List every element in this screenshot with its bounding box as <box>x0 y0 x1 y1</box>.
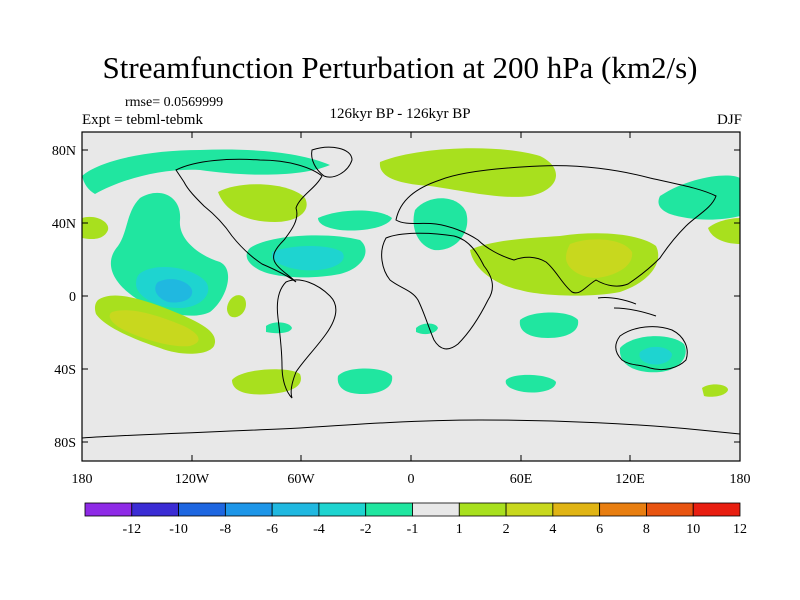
contour-neg-mediterranean <box>413 198 468 251</box>
contour-neg-pacific-core <box>155 279 193 303</box>
coast-greenland <box>311 146 353 178</box>
colorbar-labels: -12 -10 -8 -6 -4 -2 -1 1 2 4 6 8 10 12 <box>122 522 747 537</box>
colorbar-label: 10 <box>686 522 700 537</box>
coast-eurasia <box>395 165 717 294</box>
coast-australia <box>615 326 688 371</box>
colorbar <box>84 502 741 517</box>
colorbar-label: 2 <box>503 522 510 537</box>
lat-label-40n: 40N <box>52 217 76 232</box>
colorbar-label: -8 <box>220 522 232 537</box>
contour-pos-north-america <box>218 184 307 222</box>
plot-title: Streamfunction Perturbation at 200 hPa (… <box>102 50 698 85</box>
colorbar-label: 1 <box>456 522 463 537</box>
colorbar-label: 6 <box>596 522 603 537</box>
center-subtitle: 126kyr BP - 126kyr BP <box>329 106 471 122</box>
contour-neg-africa-small <box>416 323 438 335</box>
coast-south-america <box>276 279 337 399</box>
contour-neg-south-indian <box>505 374 556 393</box>
colorbar-swatch <box>505 502 554 517</box>
contour-pos-west-pacific-edge <box>82 216 109 240</box>
lat-label-40s: 40S <box>54 363 76 378</box>
lat-label-80s: 80S <box>54 436 76 451</box>
colorbar-swatch <box>178 502 226 517</box>
lon-label-60e: 60E <box>510 472 533 487</box>
colorbar-swatch <box>458 502 507 517</box>
contour-neg-south-atlantic <box>337 368 393 394</box>
contour-pos-south-america-south <box>232 369 301 395</box>
colorbar-swatch <box>692 502 741 517</box>
colorbar-label: -1 <box>407 522 419 537</box>
colorbar-label: 12 <box>733 522 747 537</box>
contour-neg-caribbean-core <box>272 246 344 271</box>
lat-label-80n: 80N <box>52 144 76 159</box>
colorbar-swatch <box>318 502 367 517</box>
colorbar-label: -2 <box>360 522 372 537</box>
colorbar-label: 4 <box>549 522 556 537</box>
coast-north-america <box>175 158 323 283</box>
colorbar-swatch <box>552 502 601 517</box>
lon-label-180w: 180 <box>72 472 93 487</box>
lat-label-0: 0 <box>69 290 76 305</box>
season-label: DJF <box>716 112 742 128</box>
lon-ticks <box>81 132 741 461</box>
colorbar-swatch <box>271 502 320 517</box>
contour-pos-south-asia-core <box>566 239 633 278</box>
contour-pos-south-pacific-core <box>109 310 199 347</box>
colorbar-swatch <box>84 502 133 517</box>
lon-label-120e: 120E <box>615 472 645 487</box>
colorbar-label: -4 <box>313 522 325 537</box>
coastlines <box>82 146 740 439</box>
contour-neg-australia-core <box>639 346 672 365</box>
colorbar-label: -10 <box>169 522 188 537</box>
lon-label-60w: 60W <box>287 472 315 487</box>
lon-label-120w: 120W <box>175 472 210 487</box>
colorbar-label: -6 <box>266 522 278 537</box>
contour-pos-new-zealand <box>702 384 728 397</box>
coast-indonesia <box>597 297 657 317</box>
experiment-label: Expt = tebml-tebmk <box>82 112 203 128</box>
coast-africa <box>381 232 493 350</box>
contour-pos-east-pacific-edge <box>708 218 740 244</box>
colorbar-swatch <box>646 502 694 517</box>
colorbar-label: -12 <box>122 522 141 537</box>
coast-antarctica <box>82 419 740 439</box>
colorbar-label: 8 <box>643 522 650 537</box>
contour-neg-north-atlantic <box>318 210 392 231</box>
lat-ticks <box>82 149 740 443</box>
colorbar-swatch <box>412 502 460 517</box>
rmse-label: rmse= 0.0569999 <box>125 95 224 110</box>
colorbar-swatch <box>599 502 647 517</box>
lon-label-180e: 180 <box>730 472 751 487</box>
colorbar-swatch <box>365 502 413 517</box>
contour-pos-small-east-pacific <box>227 295 246 318</box>
contour-neg-indian-ocean <box>519 312 579 338</box>
lon-label-0: 0 <box>408 472 415 487</box>
colorbar-swatch <box>224 502 273 517</box>
contour-neg-asia-northeast <box>658 175 740 220</box>
colorbar-swatch <box>131 502 179 517</box>
